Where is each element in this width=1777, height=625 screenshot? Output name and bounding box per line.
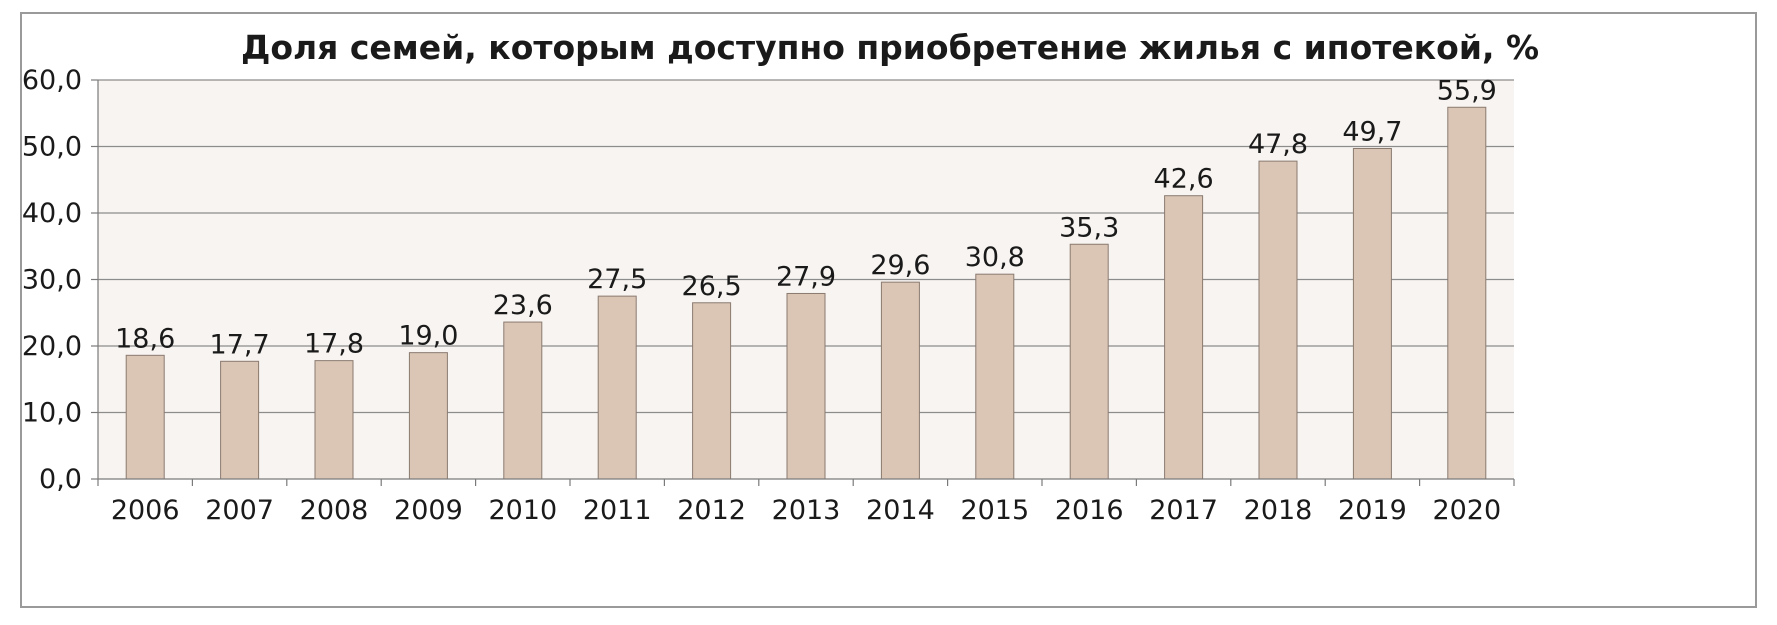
data-label-2019: 49,7 — [1342, 116, 1402, 147]
bar-2007 — [220, 360, 260, 480]
bar-2013 — [786, 292, 826, 480]
bar-chart: Доля семей, которым доступно приобретени… — [22, 28, 1539, 526]
data-label-2015: 30,8 — [965, 242, 1025, 273]
chart-title: Доля семей, которым доступно приобретени… — [241, 28, 1539, 67]
bar-2012 — [692, 302, 732, 480]
x-tick-label-2007: 2007 — [205, 495, 274, 526]
bar-2018 — [1258, 160, 1298, 480]
y-tick-label: 0,0 — [39, 464, 82, 495]
bar-2008 — [314, 360, 354, 480]
data-label-2013: 27,9 — [776, 261, 836, 292]
data-label-2008: 17,8 — [304, 329, 364, 360]
data-label-2010: 23,6 — [493, 290, 553, 321]
bar-2019 — [1352, 147, 1392, 480]
data-label-2014: 29,6 — [870, 250, 930, 281]
bar-2014 — [880, 281, 920, 480]
data-label-2018: 47,8 — [1248, 129, 1308, 160]
x-tick-label-2012: 2012 — [677, 495, 746, 526]
bar-2011 — [597, 295, 637, 480]
y-tick-label: 60,0 — [22, 65, 82, 96]
data-label-2016: 35,3 — [1059, 212, 1119, 243]
data-label-2006: 18,6 — [115, 323, 175, 354]
data-label-2012: 26,5 — [682, 271, 742, 302]
bar-2009 — [408, 352, 448, 480]
x-tick-label-2009: 2009 — [394, 495, 463, 526]
x-tick-label-2013: 2013 — [772, 495, 841, 526]
x-tick-label-2017: 2017 — [1149, 495, 1218, 526]
data-label-2017: 42,6 — [1154, 164, 1214, 195]
bar-2020 — [1447, 106, 1487, 480]
x-tick-label-2019: 2019 — [1338, 495, 1407, 526]
y-tick-label: 20,0 — [22, 331, 82, 362]
x-axis: 2006 2007 2008 2009 2010 2011 2012 2013 2014 2015… — [97, 478, 1515, 526]
bars — [125, 106, 1487, 480]
x-tick-label-2016: 2016 — [1055, 495, 1124, 526]
x-tick-label-2010: 2010 — [488, 495, 557, 526]
x-tick-label-2008: 2008 — [300, 495, 369, 526]
y-tick-label: 50,0 — [22, 132, 82, 163]
data-label-2011: 27,5 — [587, 264, 647, 295]
chart-frame: Доля семей, которым доступно приобретени… — [20, 12, 1757, 608]
x-tick-label-2011: 2011 — [583, 495, 652, 526]
data-label-2009: 19,0 — [398, 321, 458, 352]
y-tick-label: 40,0 — [22, 198, 82, 229]
bar-2017 — [1164, 195, 1204, 480]
data-label-2020: 55,9 — [1437, 75, 1497, 106]
bar-2015 — [975, 273, 1015, 480]
data-labels: 18,6 17,7 17,8 19,0 23,6 27,5 26,5 27,9 29,6 30,8… — [115, 75, 1497, 360]
x-tick-label-2014: 2014 — [866, 495, 935, 526]
x-tick-label-2006: 2006 — [111, 495, 180, 526]
data-label-2007: 17,7 — [210, 329, 270, 360]
bar-2006 — [125, 354, 165, 480]
y-axis: 0,0 10,0 20,0 30,0 40,0 50,0 60,0 — [22, 65, 99, 495]
x-tick-label-2018: 2018 — [1244, 495, 1313, 526]
y-tick-label: 30,0 — [22, 265, 82, 296]
x-tick-label-2020: 2020 — [1432, 495, 1501, 526]
y-tick-label: 10,0 — [22, 398, 82, 429]
x-tick-label-2015: 2015 — [960, 495, 1029, 526]
bar-2010 — [503, 321, 543, 480]
bar-2016 — [1069, 243, 1109, 480]
